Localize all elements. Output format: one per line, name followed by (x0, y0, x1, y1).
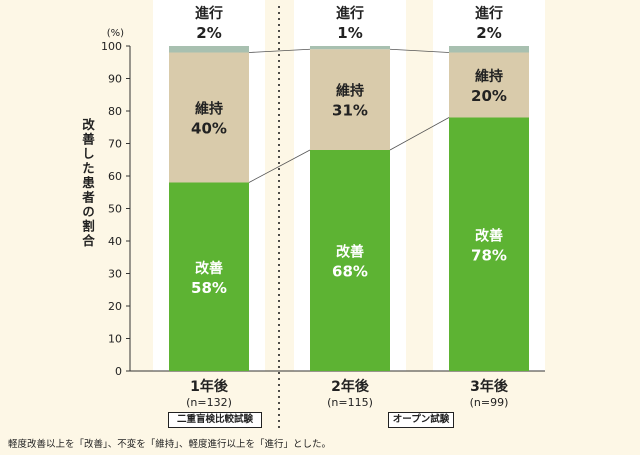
y-tick-label: 50 (108, 203, 122, 216)
x-category-n-label: (n=115) (327, 396, 373, 409)
bar-segment-2 (449, 46, 529, 53)
x-category-label: 1年後 (190, 378, 229, 395)
segment-name-label: 改善 (475, 227, 503, 244)
segment-value-label: 31% (332, 102, 368, 120)
segment-value-label: 2% (196, 24, 221, 42)
footnote: 軽度改善以上を「改善」、不変を「維持」、軽度進行以上を「進行」とした。 (8, 439, 332, 450)
y-unit-label: (%) (107, 28, 124, 39)
group-label-open-trial: オープン試験 (388, 412, 454, 428)
segment-name-label: 進行 (195, 5, 223, 22)
y-tick-label: 70 (108, 138, 122, 151)
segment-value-label: 58% (191, 279, 227, 297)
bar-segment-1 (449, 52, 529, 118)
segment-value-label: 68% (332, 263, 368, 281)
y-tick-label: 60 (108, 170, 122, 183)
group-label-double-blind: 二重盲検比較試験 (168, 412, 262, 428)
segment-value-label: 78% (471, 246, 507, 264)
y-tick-label: 80 (108, 105, 122, 118)
bar-segment-2 (310, 46, 390, 50)
connector-line (248, 48, 311, 53)
bar-segment-2 (169, 46, 249, 53)
connector-line (248, 149, 311, 183)
segment-value-label: 40% (191, 120, 227, 138)
connector-line (389, 117, 450, 151)
y-axis-title: 改善した患者の割合 (80, 118, 95, 249)
segment-name-label: 維持 (475, 68, 503, 85)
bar-segment-0 (310, 150, 390, 371)
bar-segment-1 (169, 52, 249, 183)
y-tick-label: 10 (108, 333, 122, 346)
y-tick-label: 90 (108, 73, 122, 86)
segment-value-label: 2% (476, 24, 501, 42)
segment-name-label: 維持 (336, 83, 364, 100)
y-tick-label: 20 (108, 300, 122, 313)
segment-value-label: 1% (337, 24, 362, 42)
x-category-label: 3年後 (470, 378, 509, 395)
x-category-n-label: (n=99) (470, 396, 509, 409)
segment-name-label: 進行 (475, 5, 503, 22)
segment-value-label: 20% (471, 87, 507, 105)
x-category-label: 2年後 (331, 378, 370, 395)
segment-name-label: 進行 (336, 5, 364, 22)
y-tick-label: 30 (108, 268, 122, 281)
y-tick-label: 0 (115, 365, 122, 378)
x-category-n-label: (n=132) (186, 396, 232, 409)
segment-name-label: 改善 (195, 260, 223, 277)
y-tick-label: 100 (101, 40, 122, 53)
bar-segment-0 (449, 117, 529, 371)
bar-segment-1 (310, 49, 390, 150)
segment-name-label: 改善 (336, 244, 364, 261)
connector-line (389, 48, 450, 53)
segment-name-label: 維持 (195, 101, 223, 118)
bar-segment-0 (169, 182, 249, 371)
y-tick-label: 40 (108, 235, 122, 248)
